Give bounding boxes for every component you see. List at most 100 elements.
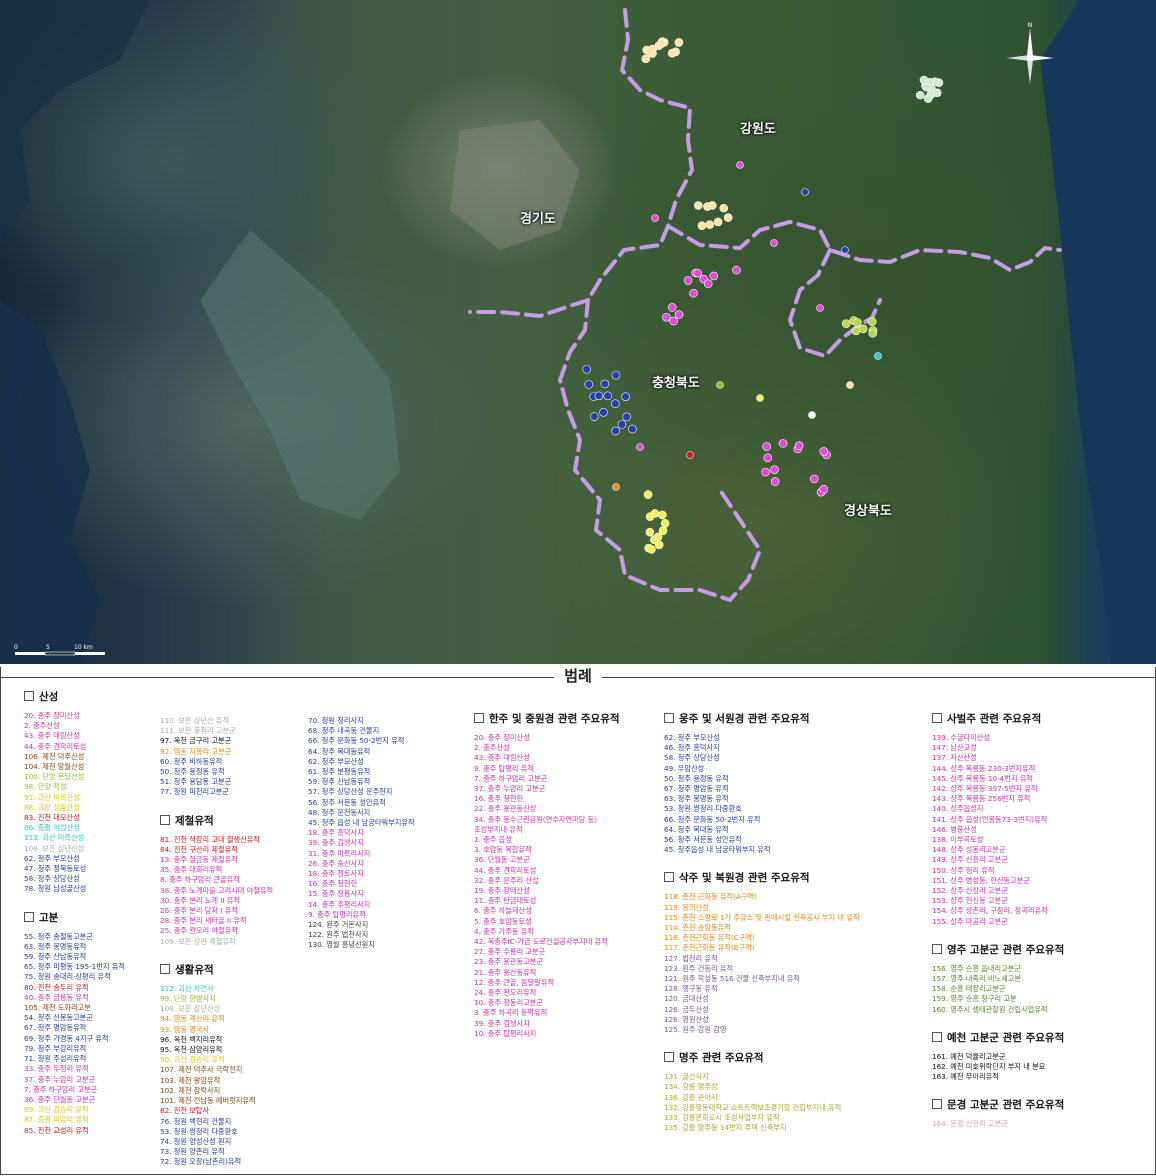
legend-item: 10. 충주 창동리고분군 (474, 998, 543, 1008)
checkbox-icon (664, 1052, 674, 1063)
legend-item: 92. 영동 지봉리 고분군 (160, 746, 232, 756)
legend-item: 146. 병풍산성 (932, 824, 977, 834)
site-marker (660, 518, 670, 528)
site-marker (770, 477, 780, 486)
legend-item: 59. 청주 산남동유적 (308, 777, 371, 787)
legend-item: 156. 영주 순흥 읍내리고분군 (932, 963, 1021, 973)
legend-item: 99. 단양 향병사지 (160, 994, 216, 1004)
site-marker (716, 381, 724, 389)
site-marker (636, 443, 644, 451)
legend-item: 101. 제천 전남동 에버릿지유적 (160, 1096, 256, 1106)
legend-item: 124. 원주 거돈사지 (308, 920, 369, 930)
legend-item: 96. 옥천 백지리유적 (160, 1034, 223, 1044)
site-marker (600, 379, 610, 389)
site-marker (819, 484, 829, 494)
site-marker (603, 391, 613, 401)
legend-item: 5. 충주 호암동토성 (474, 916, 532, 926)
legend-item: 145. 상주 복룡동 10-4번지 유적 (932, 773, 1033, 783)
satellite-map[interactable]: 강원도 경기도 충청북도 경상북도 N 0 5 10 km (0, 0, 1156, 664)
legend-item: 120. 금대산성 (664, 994, 709, 1004)
site-marker (686, 451, 694, 459)
legend-item: 40. 충주 금릉동 유적 (24, 992, 89, 1002)
site-marker (693, 268, 702, 278)
legend-group-heading: 사벌주 관련 주요유적 (932, 712, 1064, 727)
site-marker (621, 392, 630, 401)
legend-item: 64. 청주 복대동유적 (308, 746, 371, 756)
legend-item: 76. 청원 백현리 건물지 (160, 1116, 232, 1126)
legend-item: 66. 청주 문화동 50-2번지 유적 (308, 736, 405, 746)
legend-group-heading: 문경 고분군 관련 주요유적 (932, 1098, 1064, 1113)
legend-item: 19. 충주 장태산성 (474, 886, 530, 896)
legend-item: 88. 괴산 성황산성 (24, 802, 80, 812)
checkbox-icon (932, 1099, 942, 1110)
site-marker (674, 38, 684, 47)
legend-item: 43. 충주 대림산성 (474, 753, 530, 763)
legend-column: 한주 및 중원경 관련 주요유적 20. 충주 장미산성 2. 충주산성 43. 충주… (474, 712, 620, 1039)
legend-item: 67. 청주 명암동 유적 (664, 784, 729, 794)
legend-column: 사벌주 관련 주요유적 139. 수궁다미산성 147. 남산고성 137. 자산산성… (932, 712, 1064, 1130)
legend-item: 147. 남산고성 (932, 743, 977, 753)
legend-item: 114. 춘천 송암동유적 (664, 923, 731, 933)
site-marker (932, 88, 942, 98)
site-marker (867, 317, 877, 326)
svg-text:10 km: 10 km (74, 644, 93, 651)
legend-column: 110. 보은 삼년산 유적 111. 보은 풍취리 고분군 97. 옥천 금구리 … (160, 716, 273, 1168)
legend-item: 25. 충주 완오리 야철유적 (160, 926, 238, 936)
legend-item: 150. 상주 청리 유적 (932, 865, 995, 875)
legend-item: 32. 충주 문주리 산성 (474, 875, 539, 885)
legend-item: 110. 보은 삼년산 유적 (160, 716, 230, 725)
legend-item: 160. 영주시 생태관찰원 건립사업유적 (932, 1004, 1048, 1014)
legend-item: 122. 원주 법천사지 (308, 930, 369, 940)
west-sea-lower (0, 300, 100, 664)
legend-item: 24. 충주 완오리유적 (474, 988, 537, 998)
legend-item: 127. 법천리 유적 (664, 953, 718, 963)
legend-item: 149. 상주 신흥리 고분군 (932, 855, 1008, 865)
site-marker (851, 326, 861, 336)
seoul-urban (450, 120, 580, 250)
legend-item: 조성부지내 유적 (474, 824, 523, 834)
site-marker (808, 411, 816, 419)
legend-item: 35. 충주 대화리유적 (160, 865, 223, 875)
legend-item: 93. 영동 영국사 (160, 1024, 210, 1034)
legend-item: 13. 충주 칠금동 제철유적 (160, 855, 238, 865)
site-marker (723, 213, 733, 222)
legend-item: 159. 영주 순흥 청구리 고분 (932, 994, 1017, 1004)
legend-item: 33. 충주 두정리 유적 (24, 1064, 89, 1074)
legend-item: 18. 충주 정토사지 (308, 869, 364, 879)
legend-item: 12. 충주 큰골, 음달말유적 (474, 977, 555, 987)
legend-item: 53. 청원 쌍청리 다중환호 (160, 1126, 238, 1136)
legend-item: 128. 행구동 유적 (664, 984, 718, 994)
legend-item: 138. 이부곡토성 (932, 835, 984, 845)
legend-item: 81. 진천 석장리 고대 철생산유적 (160, 834, 260, 844)
legend-item: 100. 단양 온달산성 (24, 772, 85, 782)
legend-item: 27. 충주 수룡리 고분군 (474, 947, 546, 957)
legend-item: 66. 청주 문화동 50-2번지 유적 (664, 814, 761, 824)
legend-item: 63. 청주 봉명동유적 (24, 941, 87, 951)
site-marker (915, 90, 925, 100)
legend-item: 51. 청주 용담동 고분군 (160, 777, 232, 787)
legend-item: 60. 청주 비하동유적 (160, 756, 223, 766)
legend-item: 61. 청주 분평동유적 (308, 767, 371, 777)
legend-item: 14. 충주 추평리사지 (308, 899, 371, 909)
site-marker (819, 447, 829, 456)
site-marker (667, 303, 677, 312)
legend-item: 103. 제천 왕암유적 (160, 1075, 221, 1085)
site-marker (594, 391, 604, 401)
legend-item: 134. 강릉 명주성 (664, 1082, 718, 1092)
legend-item: 7. 충주 하구암리 고분군 (24, 1084, 98, 1094)
site-marker (611, 426, 620, 436)
legend-item: 126. 금두산성 (664, 1004, 709, 1014)
legend-item: 70. 청원 청리사지 (308, 716, 364, 725)
legend-item: 164. 문경 신현리 고분군 (932, 1119, 1008, 1129)
legend-item: 11. 충주 탄금대토성 (474, 896, 537, 906)
site-marker (713, 217, 723, 227)
legend-item: 151. 상주 병성동, 헌신동고분군 (932, 875, 1030, 885)
site-marker (841, 319, 851, 329)
checkbox-icon (24, 691, 34, 701)
legend-item: 104. 제천 망월산성 (24, 762, 85, 772)
site-marker (761, 467, 770, 477)
site-marker (801, 188, 809, 196)
legend-item: 157. 영주 내죽리 비느세고분 (932, 974, 1021, 984)
site-marker (732, 265, 741, 275)
site-marker (697, 221, 707, 230)
